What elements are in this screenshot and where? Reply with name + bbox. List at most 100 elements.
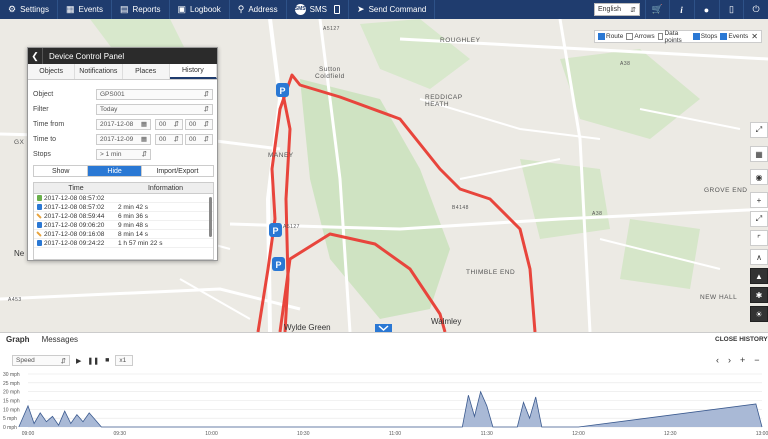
checkbox-unchecked[interactable] [626,33,634,40]
map-label-new-hall: NEW HALL [700,294,738,301]
calendar-icon: ▦ [140,136,147,143]
bottom-tabs: Graph Messages [0,333,84,347]
graph-type-select[interactable]: Speed ⇵ [12,355,70,366]
zoom-in-icon[interactable]: + [740,355,746,365]
table-row[interactable]: 2017-12-08 09:24:22 1 h 57 min 22 s [34,239,213,248]
object-select[interactable]: GPS001 ⇵ [96,88,213,100]
reports-button[interactable]: ▤ Reports [112,0,170,19]
compass-button[interactable]: ∧ [750,249,768,265]
map-label-road-a38: A38 [592,211,603,217]
filter-select[interactable]: Today ⇵ [96,103,213,115]
time-from-hour-select[interactable]: 00 ⇵ [155,118,183,130]
stop-marker-icon [36,204,42,210]
logbook-button[interactable]: ▣ Logbook [170,0,230,19]
send-command-label: Send Command [368,5,427,14]
logout-button[interactable]: ⏻ [743,0,768,19]
parking-marker[interactable]: P [272,257,285,271]
address-button[interactable]: ⚲ Address [230,0,287,19]
table-row[interactable]: 2017-12-08 09:16:08 8 min 14 s [34,230,213,239]
stop-button[interactable]: ■ [105,357,110,364]
tab-places[interactable]: Places [123,64,170,79]
time-from-hour-value: 00 [159,120,167,128]
pause-button[interactable]: ❚❚ [87,357,100,365]
chevron-right-icon[interactable]: › [728,355,731,365]
layer-stops-toggle[interactable]: Stops [692,33,717,40]
play-button[interactable]: ▶ [76,357,82,365]
map-layers-button[interactable]: ▦ [750,146,768,162]
settings-button[interactable]: ⚙ Settings [0,0,58,19]
close-history-button[interactable]: CLOSE HISTORY [715,336,768,343]
cluster-button[interactable]: ☀ [750,306,768,322]
filter-label: Filter [33,105,49,113]
traffic-button[interactable]: ▲ [750,268,768,284]
table-row[interactable]: 2017-12-08 08:57:02 2 min 42 s [34,203,213,212]
time-from-minute-select[interactable]: 00 ⇵ [185,118,213,130]
calendar-icon: ▦ [140,121,147,128]
star-icon: ✱ [755,290,763,300]
parking-marker[interactable]: P [269,223,282,237]
x-tick-label: 09:00 [22,431,35,437]
parking-marker[interactable]: P [276,83,289,97]
hide-button[interactable]: Hide [88,166,142,176]
speed-multiplier-select[interactable]: x1 [115,355,134,366]
back-button[interactable]: ❮ [28,48,43,64]
tab-notifications[interactable]: Notifications [75,64,123,79]
row-time: 2017-12-08 09:24:22 [44,239,105,247]
layer-route-toggle[interactable]: Route [598,33,623,40]
show-button[interactable]: Show [34,166,89,176]
tab-messages[interactable]: Messages [41,335,79,344]
chevron-updown-icon: ⇵ [60,357,66,365]
fullscreen-button[interactable]: ⤢ [750,122,768,138]
history-view-buttons: Show Hide Import/Export [33,165,214,177]
speed-graph[interactable]: 30 mph 25 mph 20 mph 15 mph 10 mph 5 mph 0 mph… [0,370,768,439]
checkbox-checked[interactable] [692,33,700,40]
map-view[interactable]: P P P Sutton Coldfield REDDICAP HEATH RO… [0,19,768,332]
zoom-out-icon[interactable]: − [754,355,760,365]
ruler-button[interactable]: ⌜ [750,230,768,246]
camera-button[interactable]: ◉ [750,169,768,185]
layer-arrows-toggle[interactable]: Arrows [626,33,655,40]
poi-button[interactable]: ✱ [750,287,768,303]
panel-header: ❮ Device Control Panel [28,48,217,64]
info-button[interactable]: i [669,0,693,19]
events-button[interactable]: ▦ Events [58,0,112,19]
checkbox-checked[interactable] [598,33,605,40]
header-information: Information [147,184,184,192]
y-tick-label: 10 mph [3,407,20,413]
table-row[interactable]: 2017-12-08 09:06:20 9 min 48 s [34,221,213,230]
stops-select[interactable]: > 1 min ⇵ [96,148,151,160]
panel-expand-handle[interactable] [375,324,392,332]
sms-icon: SMS [294,4,306,15]
chart-icon: ▤ [119,4,129,14]
fit-bounds-button[interactable]: ⤢ [750,211,768,227]
cart-button[interactable]: 🛒 [645,0,669,19]
logbook-label: Logbook [190,5,221,14]
layer-events-toggle[interactable]: Events [720,33,748,40]
row-time: 2017-12-08 08:57:02 [44,203,105,211]
layer-datapoints-toggle[interactable]: Data points [657,30,690,44]
mobile-button[interactable]: ▯ [719,0,743,19]
time-to-minute-select[interactable]: 00 ⇵ [185,133,213,145]
table-row[interactable]: 2017-12-08 08:59:44 6 min 36 s [34,212,213,221]
tab-graph[interactable]: Graph [6,335,30,344]
tab-history[interactable]: History [169,64,217,79]
sms-button[interactable]: SMS SMS [287,0,350,19]
import-export-button[interactable]: Import/Export [156,167,199,175]
time-to-date-input[interactable]: 2017-12-09 ▦ [96,133,151,145]
table-row[interactable]: 2017-12-08 08:57:02 [34,194,213,203]
time-from-date-input[interactable]: 2017-12-08 ▦ [96,118,151,130]
history-scrollbar[interactable] [209,197,212,237]
chevron-left-icon[interactable]: ‹ [716,355,719,365]
phone-icon [334,5,341,14]
send-command-button[interactable]: ➤ Send Command [349,0,436,19]
language-select[interactable]: English ⇵ [594,3,640,16]
zoom-in-button[interactable]: + [750,192,768,208]
row-time: 2017-12-08 09:16:08 [44,230,105,238]
close-icon[interactable]: ✕ [751,32,758,41]
time-to-hour-select[interactable]: 00 ⇵ [155,133,183,145]
user-button[interactable]: ● [694,0,718,19]
checkbox-unchecked[interactable] [657,33,664,40]
tab-objects[interactable]: Objects [28,64,76,79]
stops-value: > 1 min [100,150,122,158]
checkbox-checked[interactable] [720,33,728,40]
